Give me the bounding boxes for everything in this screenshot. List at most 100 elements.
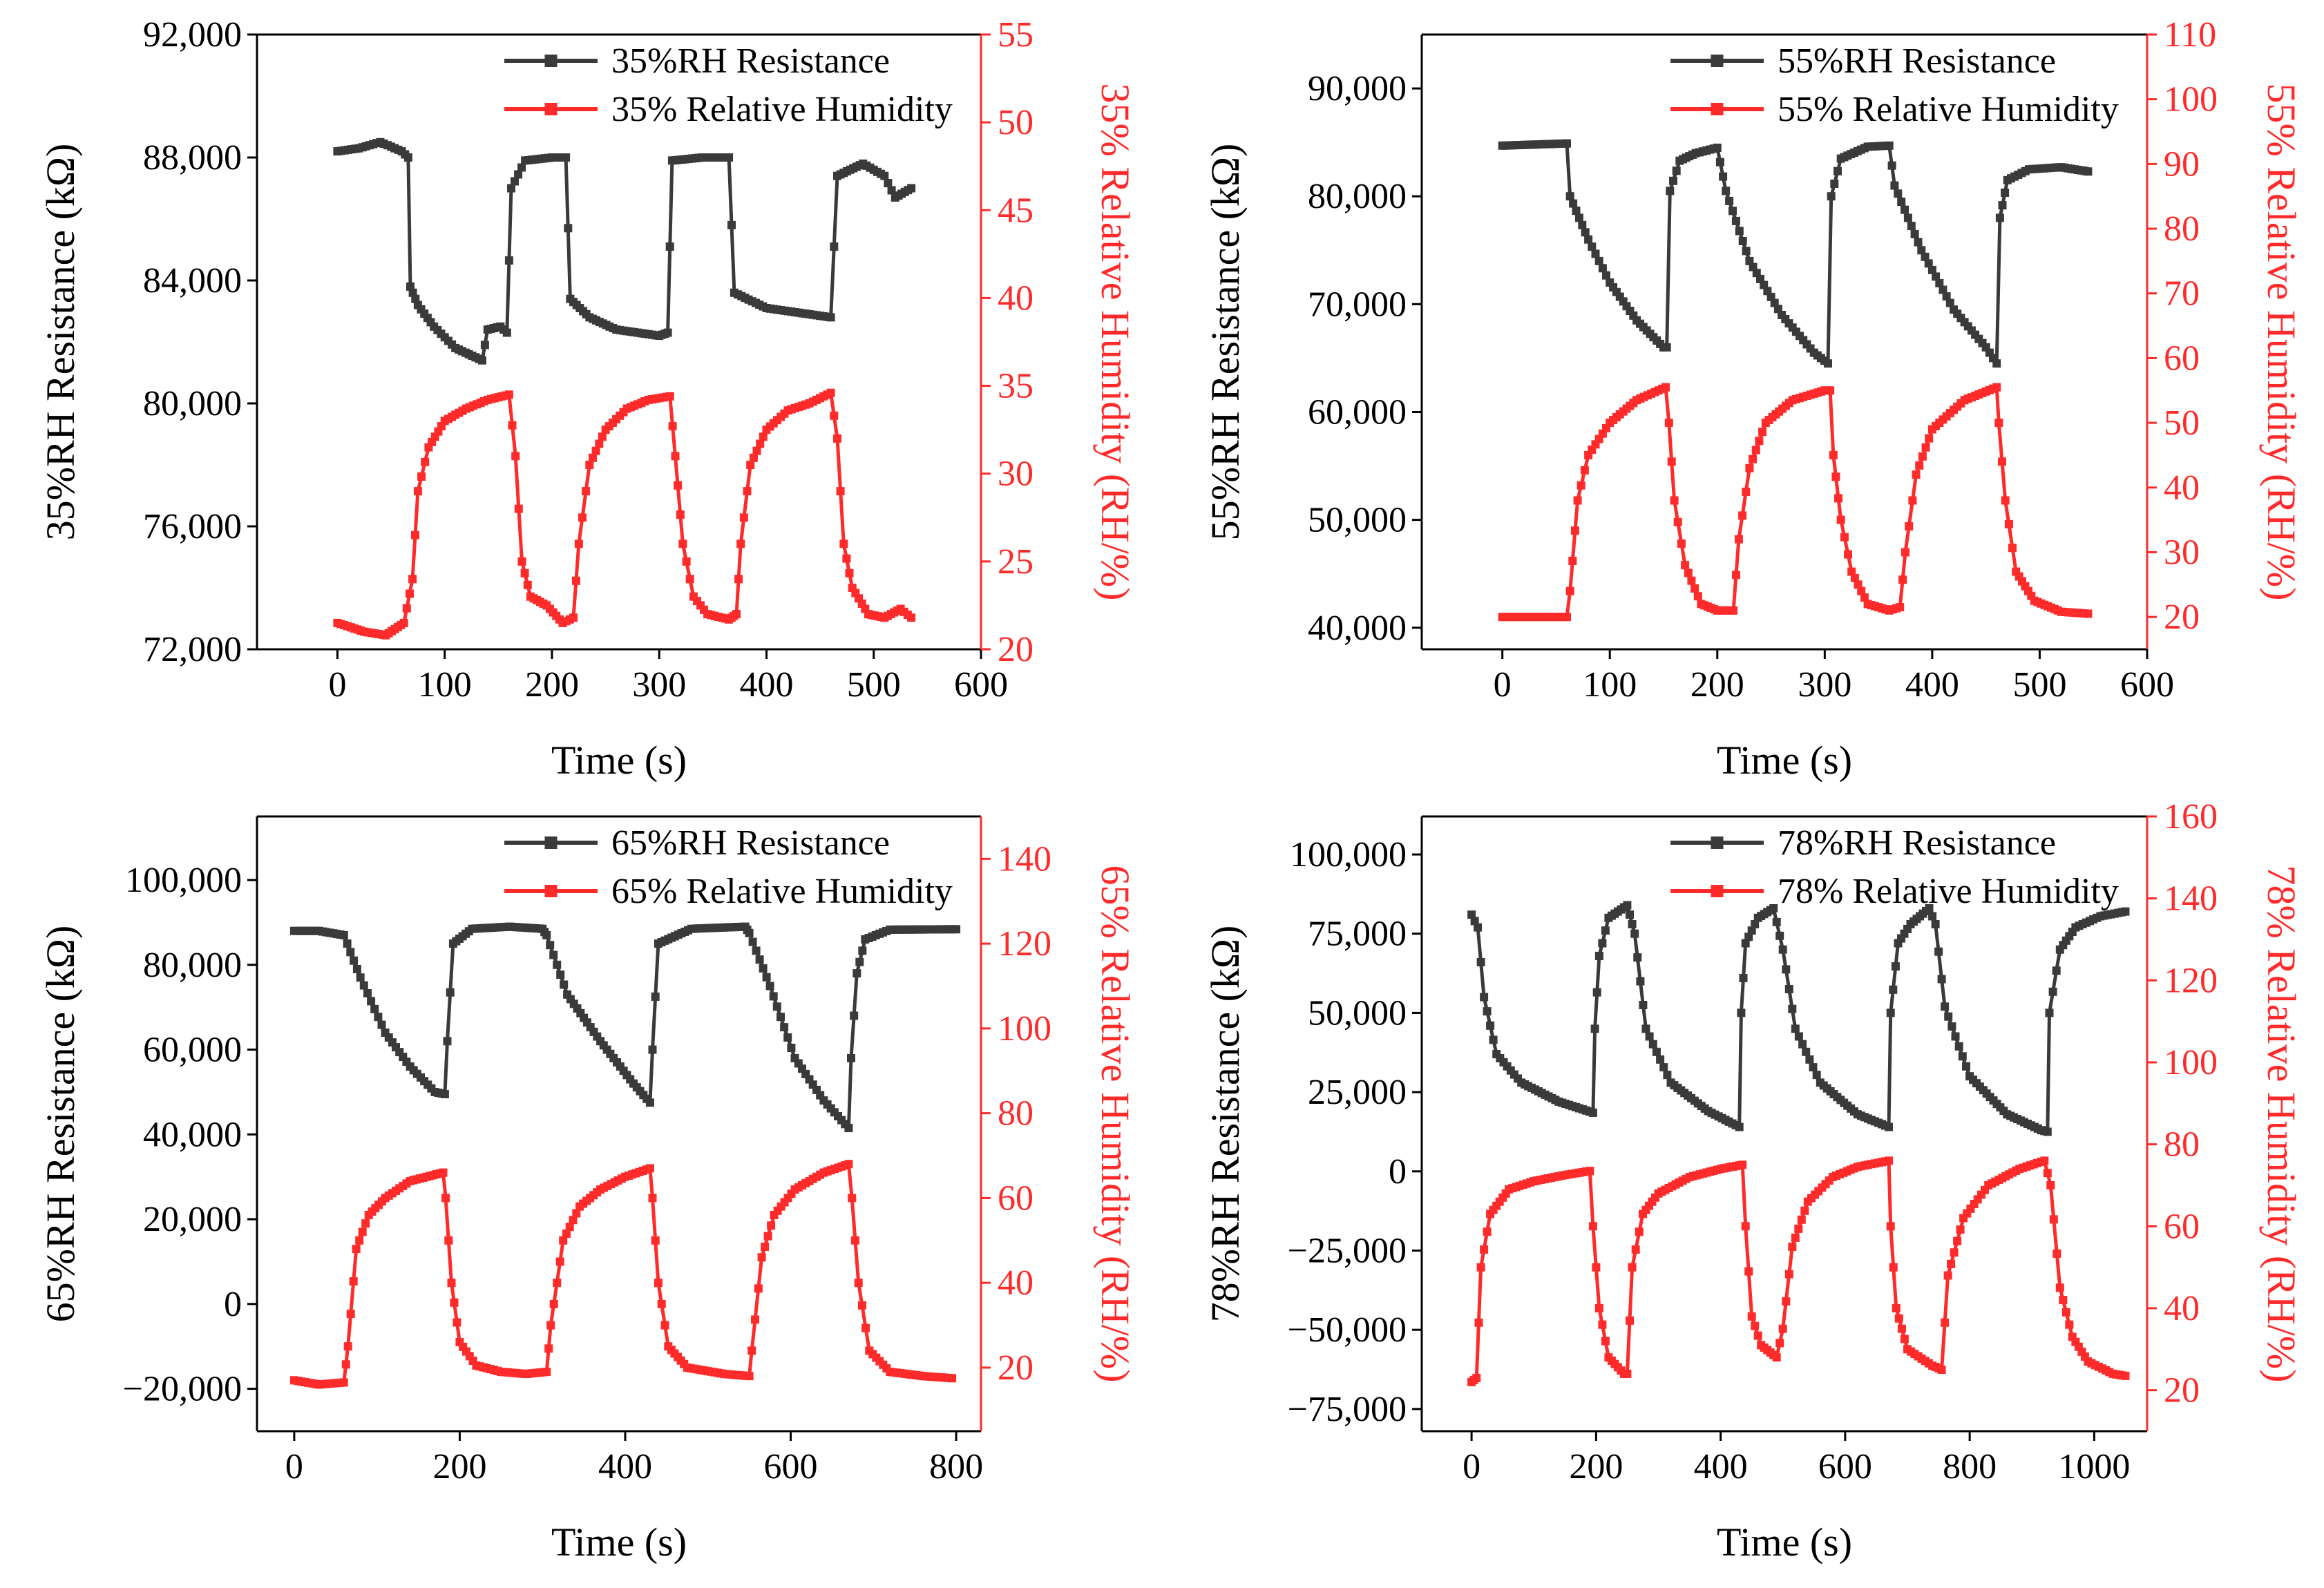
data-point <box>1782 1297 1791 1306</box>
data-point <box>1937 975 1946 984</box>
data-point <box>542 1368 551 1377</box>
legend-marker <box>1711 55 1724 67</box>
data-point <box>1894 1314 1903 1323</box>
series-humidity <box>1467 1156 2130 1386</box>
data-point <box>1563 139 1571 148</box>
data-point <box>844 1124 853 1133</box>
data-point <box>767 1221 776 1230</box>
data-point <box>578 513 587 522</box>
data-point <box>1907 222 1916 231</box>
data-point <box>1897 1324 1906 1333</box>
data-point <box>440 1090 449 1098</box>
data-point <box>1992 359 2001 368</box>
data-point <box>1662 343 1671 352</box>
data-point <box>1937 1366 1946 1374</box>
y-left-tick-label: 76,000 <box>143 507 242 546</box>
x-tick-label: 200 <box>1569 1447 1623 1486</box>
data-point <box>2008 544 2017 553</box>
data-point <box>1735 1122 1744 1131</box>
data-point <box>1645 1032 1654 1041</box>
data-point <box>2084 609 2093 618</box>
data-point <box>508 421 517 430</box>
legend-marker <box>544 103 558 115</box>
data-point <box>1480 1245 1489 1254</box>
data-point <box>1824 359 1832 368</box>
data-point <box>1725 196 1734 205</box>
data-point <box>1739 974 1748 982</box>
data-point <box>1648 1040 1657 1049</box>
data-point <box>370 1004 379 1013</box>
data-point <box>1994 419 2003 428</box>
data-point <box>745 1372 754 1381</box>
data-point <box>725 153 734 162</box>
y-right-tick-label: 20 <box>998 1348 1034 1388</box>
data-point <box>1731 216 1740 225</box>
data-point <box>1573 496 1582 505</box>
data-point <box>1577 481 1585 490</box>
data-point <box>1623 901 1632 910</box>
data-point <box>403 153 412 162</box>
data-point <box>2045 1008 2054 1017</box>
data-point <box>507 184 515 193</box>
legend-label: 65% Relative Humidity <box>611 872 953 911</box>
x-axis-label: Time (s) <box>1717 1520 1852 1565</box>
x-tick-label: 100 <box>418 665 472 705</box>
x-tick-label: 0 <box>1494 665 1512 705</box>
y-right-tick-label: 120 <box>998 924 1051 964</box>
data-point <box>665 392 674 401</box>
data-point <box>2065 1320 2074 1329</box>
data-point <box>2052 966 2061 975</box>
data-point <box>907 184 916 193</box>
data-point <box>1570 526 1579 535</box>
data-point <box>2061 1308 2070 1317</box>
y-right-tick-label: 40 <box>2164 1289 2200 1328</box>
y-right-tick-label: 50 <box>998 103 1034 142</box>
data-point <box>352 1245 361 1254</box>
data-point <box>589 453 597 462</box>
data-point <box>355 1236 364 1245</box>
data-point <box>754 1284 763 1293</box>
data-point <box>1942 292 1951 301</box>
data-point <box>450 1298 459 1307</box>
data-point <box>349 1277 358 1286</box>
data-point <box>514 170 523 179</box>
data-point <box>844 1160 853 1169</box>
data-point <box>1947 1022 1956 1031</box>
data-point <box>654 1279 663 1288</box>
data-point <box>1901 205 1909 214</box>
data-point <box>1741 939 1750 948</box>
series-resistance <box>289 922 961 1133</box>
data-point <box>1931 920 1940 928</box>
legend-label: 35% Relative Humidity <box>611 90 953 129</box>
series-resistance <box>1498 139 2093 368</box>
data-point <box>1656 1055 1665 1064</box>
y-left-axis-label: 78%RH Resistance (kΩ) <box>1203 926 1248 1323</box>
data-point <box>517 163 526 172</box>
data-point <box>948 1374 957 1383</box>
data-point <box>1745 463 1754 472</box>
data-point <box>747 1346 756 1355</box>
data-point <box>1830 180 1839 188</box>
y-right-tick-label: 120 <box>2164 961 2218 1000</box>
data-point <box>562 153 571 162</box>
y-left-tick-label: 70,000 <box>1308 285 1407 324</box>
y-right-tick-label: 70 <box>2164 274 2200 314</box>
y-left-axis-label: 55%RH Resistance (kΩ) <box>1203 144 1248 541</box>
y-right-tick-label: 20 <box>998 630 1034 669</box>
data-point <box>1623 1369 1632 1378</box>
data-point <box>787 1044 796 1052</box>
data-point <box>1659 1063 1668 1072</box>
data-point <box>341 1360 350 1369</box>
y-left-tick-label: 80,000 <box>143 946 242 985</box>
data-point <box>678 539 687 548</box>
data-point <box>356 973 365 982</box>
data-point <box>542 930 551 939</box>
data-point <box>560 980 569 989</box>
data-point <box>574 539 583 548</box>
data-point <box>1631 1245 1640 1254</box>
y-right-axis-label: 78% Relative Humidity (RH/%) <box>2259 865 2304 1382</box>
data-point <box>504 390 513 399</box>
data-point <box>826 313 835 322</box>
data-point <box>1805 1055 1814 1064</box>
data-point <box>1666 186 1675 195</box>
